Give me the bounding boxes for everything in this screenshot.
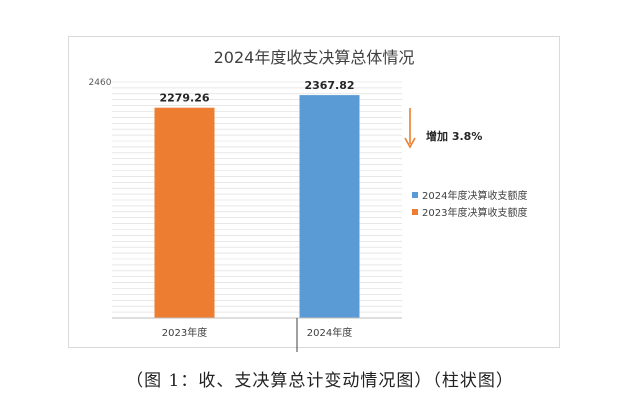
bar-0 [154, 107, 215, 319]
bars [154, 95, 360, 319]
legend-label-2023: 2023年度决算收支额度 [422, 208, 528, 219]
data-label-1: 2367.82 [304, 79, 354, 92]
arrow-annotation [404, 108, 416, 149]
data-label-0: 2279.26 [159, 92, 209, 105]
x-tick-label-0: 2023年度 [162, 326, 207, 339]
legend-item-2024: 2024年度决算收支额度 [412, 186, 527, 203]
figure-caption: （图 1：收、支决算总计变动情况图）（柱状图） [126, 371, 514, 391]
x-axis: 2023年度 2024年度 [112, 317, 402, 339]
data-labels: 2279.26 2367.82 [159, 79, 354, 105]
legend-item-2023: 2023年度决算收支额度 [412, 203, 527, 220]
arrow-head [404, 137, 416, 149]
legend-swatch-2023 [412, 208, 418, 215]
legend-swatch-2024 [412, 191, 418, 198]
y-axis-top-label: 2460 [89, 78, 112, 88]
legend: 2024年度决算收支额度 2023年度决算收支额度 [412, 186, 527, 220]
chart-title: 2024年度收支决算总体情况 [213, 48, 415, 67]
x-tick-label-1: 2024年度 [307, 326, 352, 339]
legend-label-2024: 2024年度决算收支额度 [422, 191, 528, 202]
bar-1 [299, 95, 360, 319]
increase-annotation: 增加 3.8% [426, 130, 483, 143]
y-axis: 2460 [89, 78, 112, 88]
